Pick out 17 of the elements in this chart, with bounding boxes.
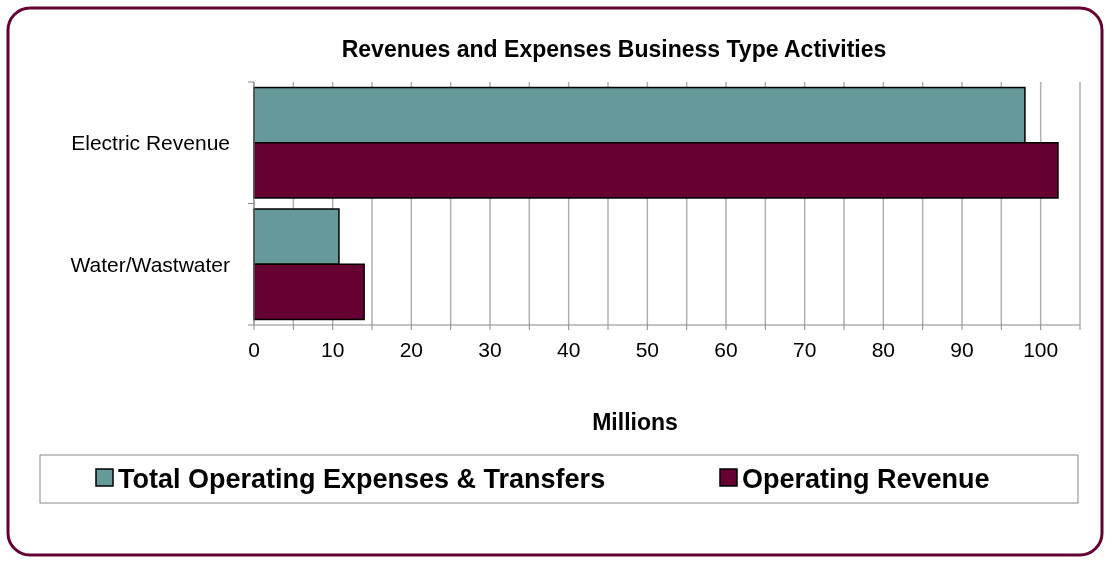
x-tick-label: 40 [556,338,581,361]
chart-title: Revenues and Expenses Business Type Activities [341,36,887,62]
x-tick-label: 100 [1023,338,1059,361]
x-tick-label: 90 [950,338,974,361]
x-tick-label: 60 [714,338,738,361]
x-axis-title: Millions [592,409,678,435]
legend-label: Operating Revenue [742,464,990,495]
x-tick-label: 50 [635,338,660,361]
y-tick-label: Electric Revenue [71,131,230,155]
x-tick-label: 80 [871,338,896,361]
x-tick-label: 10 [320,338,345,361]
y-tick-label: Water/Wastwater [70,252,231,276]
x-tick-label: 30 [478,338,502,361]
x-tick-label: 70 [792,338,817,361]
x-tick-label: 0 [248,338,260,361]
legend-label: Total Operating Expenses & Transfers [118,464,606,495]
x-tick-label: 20 [399,338,424,361]
